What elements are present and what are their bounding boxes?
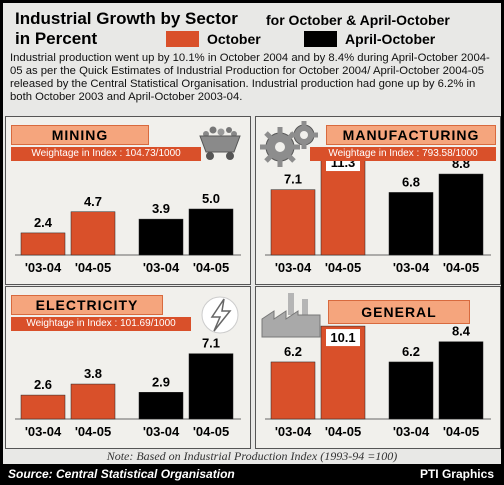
- data-label: 6.2: [402, 344, 420, 359]
- bar-october-1: [70, 383, 116, 420]
- legend-label-april-october: April-October: [345, 31, 436, 47]
- bar-october-1: [70, 211, 116, 256]
- lightning-icon: [201, 296, 239, 334]
- bar-october-0: [270, 361, 316, 420]
- weightage-manufacturing: Weightage in Index : 793.58/1000: [310, 147, 496, 161]
- data-label: 6.8: [402, 174, 420, 189]
- page-title: Industrial Growth by Sector: [15, 9, 238, 28]
- panel-title-general: GENERAL: [328, 300, 470, 324]
- legend-label-october: October: [207, 31, 261, 47]
- panel-manufacturing: 7.1'03-04 11.3'04-05 6.8'03-04 8.8'04-05 MA…: [255, 116, 501, 285]
- data-label: 5.0: [202, 191, 220, 206]
- bar-april-october-1: [188, 353, 234, 420]
- chart-electricity: 2.6 '03-04 3.8 '04-05 2.9 '03-04 7.1 '04-05: [15, 336, 241, 439]
- panel-electricity: 2.6 '03-04 3.8 '04-05 2.9 '03-04 7.1 '04-05 ELE…: [5, 286, 251, 449]
- factory-icon: [261, 293, 321, 338]
- bar-april-october-1: [438, 341, 484, 420]
- data-label: 2.9: [152, 374, 170, 389]
- panel-title-mining: MINING: [11, 125, 149, 145]
- agency-credit: PTI Graphics: [419, 467, 494, 481]
- data-label-box: [326, 329, 360, 347]
- data-label: 8.4: [452, 324, 471, 339]
- bar-october-0: [270, 189, 316, 256]
- bar-october-0: [20, 394, 66, 420]
- panel-mining: 2.4 '03-04 4.7 '04-05 3.9 '03-04 5.0 '04-05 MIN…: [5, 116, 251, 285]
- weightage-mining: Weightage in Index : 104.73/1000: [11, 147, 201, 161]
- category-label: '04-05: [443, 260, 479, 275]
- bar-april-october-1: [188, 208, 234, 256]
- category-label: '04-05: [325, 260, 361, 275]
- data-label: 4.7: [84, 194, 102, 209]
- category-label: '03-04: [393, 424, 430, 439]
- period-label: for October & April-October: [266, 12, 450, 28]
- category-label: '03-04: [275, 260, 312, 275]
- bar-april-october-1: [438, 173, 484, 256]
- data-label: 7.1: [202, 336, 220, 351]
- category-label: '03-04: [393, 260, 430, 275]
- panel-general: 6.2 '03-04 10.1 '04-05 6.2 '03-04 8.4 '04-05 GE…: [255, 286, 501, 449]
- category-label: '04-05: [443, 424, 479, 439]
- data-label: 6.2: [284, 344, 302, 359]
- bar-october-0: [20, 232, 66, 256]
- data-label: 3.9: [152, 201, 170, 216]
- data-label: 2.4: [34, 215, 53, 230]
- category-label: '04-05: [325, 424, 361, 439]
- weightage-electricity: Weightage in Index : 101.69/1000: [11, 317, 191, 331]
- panel-title-manufacturing: MANUFACTURING: [326, 125, 496, 145]
- chart-mining: 2.4 '03-04 4.7 '04-05 3.9 '03-04 5.0 '04-05: [15, 191, 241, 275]
- legend-swatch-april-october: [304, 31, 337, 47]
- category-label: '03-04: [25, 424, 62, 439]
- category-label: '04-05: [75, 260, 111, 275]
- category-label: '03-04: [143, 424, 180, 439]
- category-label: '04-05: [193, 260, 229, 275]
- category-label: '03-04: [143, 260, 180, 275]
- infographic-body: Industrial Growth by Sector in Percent f…: [3, 3, 501, 464]
- panel-title-electricity: ELECTRICITY: [11, 295, 163, 315]
- footnote: Note: Based on Industrial Production Ind…: [106, 449, 398, 463]
- category-label: '03-04: [25, 260, 62, 275]
- data-label: 3.8: [84, 366, 102, 381]
- page-title-line2: in Percent: [15, 29, 98, 48]
- mine-cart-icon: [199, 126, 241, 160]
- legend-swatch-october: [166, 31, 199, 47]
- bar-april-october-0: [138, 218, 184, 256]
- category-label: '03-04: [275, 424, 312, 439]
- bar-april-october-0: [388, 361, 434, 420]
- data-label: 7.1: [284, 172, 302, 187]
- intro-text: Industrial production went up by 10.1% i…: [10, 52, 490, 103]
- chart-general: 6.2 '03-04 10.1 '04-05 6.2 '03-04 8.4 '04-05: [265, 324, 491, 439]
- category-label: '04-05: [193, 424, 229, 439]
- category-label: '04-05: [75, 424, 111, 439]
- bar-april-october-0: [388, 192, 434, 256]
- source-credit: Source: Central Statistical Organisation: [8, 467, 235, 481]
- data-label: 2.6: [34, 377, 52, 392]
- data-label: 10.1: [330, 330, 355, 345]
- gears-icon: [260, 121, 318, 167]
- bar-april-october-0: [138, 392, 184, 420]
